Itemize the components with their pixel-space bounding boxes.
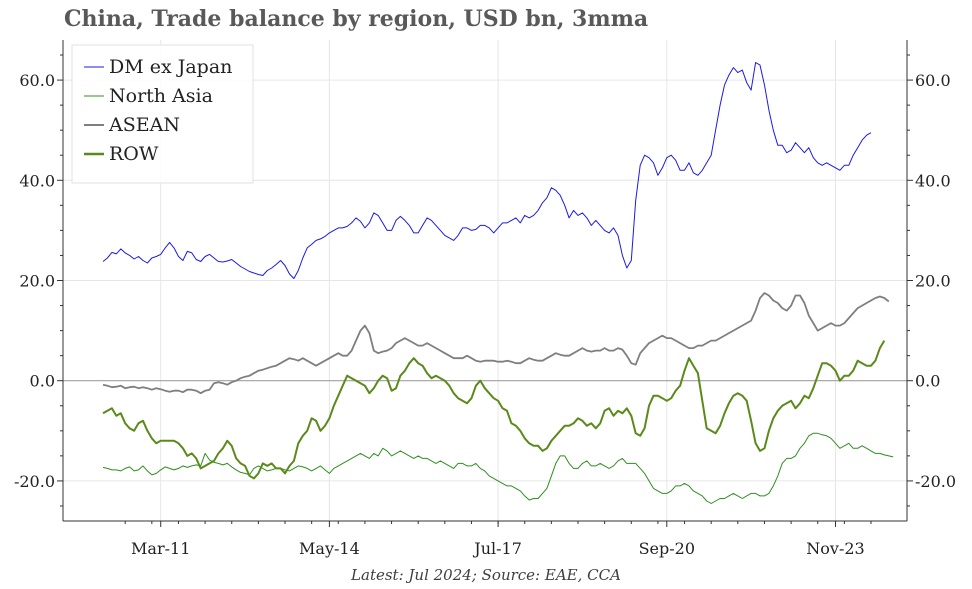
- legend: DM ex Japan North Asia ASEAN ROW: [71, 44, 254, 184]
- y-tick-label-left: 60.0: [19, 71, 55, 90]
- chart-footer: Latest: Jul 2024; Source: EAE, CCA: [351, 566, 621, 584]
- legend-label-north-asia: North Asia: [109, 85, 213, 107]
- legend-label-row: ROW: [109, 143, 159, 165]
- y-tick-label-right: 60.0: [915, 71, 951, 90]
- y-tick-label-left: 20.0: [19, 272, 55, 291]
- y-tick-label-right: 0.0: [915, 372, 940, 391]
- series-line-asean: [102, 292, 890, 395]
- x-tick-label: Nov-23: [806, 539, 864, 558]
- y-tick-label-left: 40.0: [19, 171, 55, 190]
- axis-layer: Mar-11 May-14 Jul-17 Sep-20 Nov-23 -20.0 -20.0…: [14, 40, 956, 558]
- y-tick-label-right: 20.0: [915, 272, 951, 291]
- y-tick-label-right: 40.0: [915, 171, 951, 190]
- chart-title: China, Trade balance by region, USD bn, …: [64, 6, 649, 32]
- x-tick-label: Jul-17: [472, 539, 522, 558]
- legend-label-dm-ex-japan: DM ex Japan: [109, 56, 232, 78]
- legend-box: [71, 44, 254, 184]
- series-line-dm-ex-japan: [102, 62, 872, 279]
- series-layer: [102, 62, 894, 504]
- y-tick-label-left: 0.0: [30, 372, 55, 391]
- y-tick-label-right: -20.0: [915, 472, 956, 491]
- series-line-north-asia: [102, 432, 894, 504]
- x-tick-label: Sep-20: [639, 539, 695, 558]
- y-tick-label-left: -20.0: [14, 472, 55, 491]
- x-tick-label: May-14: [299, 539, 360, 558]
- legend-label-asean: ASEAN: [108, 114, 180, 136]
- x-tick-label: Mar-11: [131, 539, 190, 558]
- series-line-row: [102, 340, 886, 480]
